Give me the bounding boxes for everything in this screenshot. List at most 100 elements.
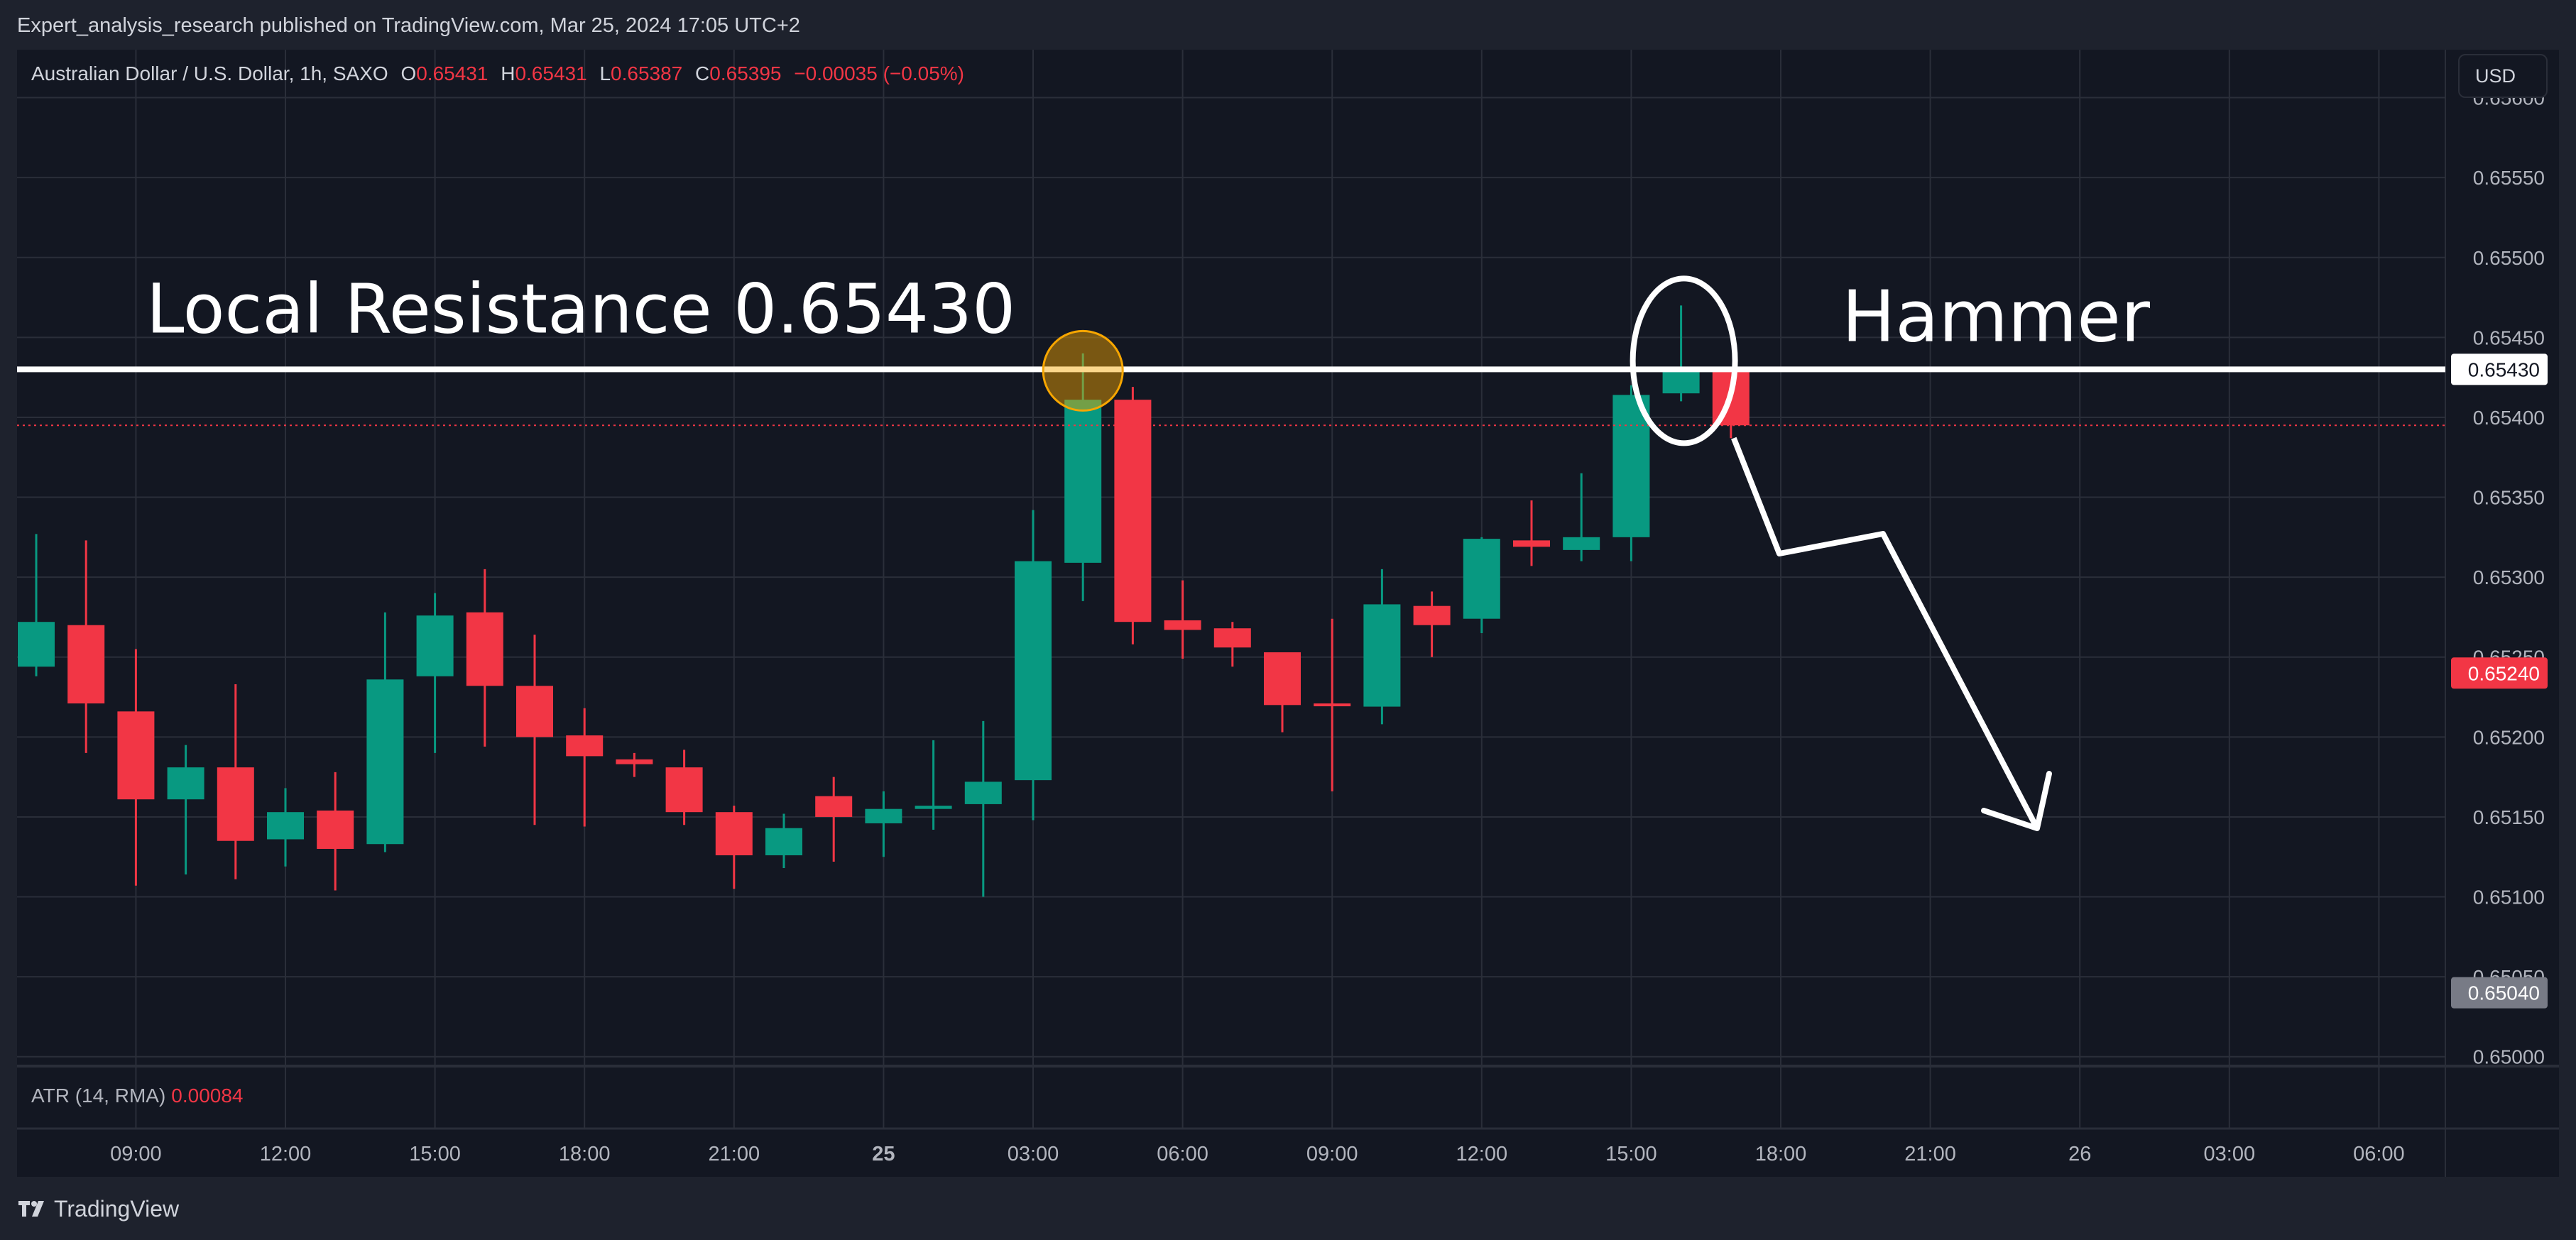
- candle: [1264, 652, 1301, 733]
- price-label-bg: [2451, 977, 2548, 1009]
- y-tick-label: 0.65550: [2473, 167, 2545, 189]
- candle-body: [815, 796, 853, 817]
- open-value: 0.65431: [416, 62, 489, 84]
- candle: [566, 708, 604, 827]
- publish-header: Expert_analysis_research published on Tr…: [0, 0, 2576, 50]
- candle-body: [964, 781, 1002, 804]
- x-tick-label: 09:00: [1306, 1143, 1358, 1165]
- candle-body: [1413, 605, 1451, 625]
- candle-body: [416, 615, 454, 676]
- footer: TradingView: [0, 1177, 2576, 1240]
- hammer-text: Hammer: [1842, 275, 2151, 358]
- candle: [466, 569, 503, 747]
- tradingview-logo-icon: [18, 1201, 44, 1217]
- y-tick-label: 0.65000: [2473, 1046, 2545, 1068]
- candle: [865, 791, 902, 857]
- x-tick-label: 06:00: [1157, 1143, 1208, 1165]
- change-value: −0.00035 (−0.05%): [794, 62, 965, 84]
- chart-panel[interactable]: Local Resistance 0.65430 Hammer 0.65000 0.…: [17, 50, 2559, 1177]
- hammer-ellipse: [1630, 275, 1738, 446]
- candle-body: [317, 810, 354, 849]
- atr-value: 0.00084: [171, 1085, 244, 1107]
- close-label: C: [695, 62, 710, 84]
- candle: [416, 593, 454, 753]
- publisher-line: Expert_analysis_research published on Tr…: [17, 14, 800, 37]
- candle-body: [1164, 620, 1201, 630]
- y-tick-label: 0.65450: [2473, 327, 2545, 349]
- candle: [1213, 622, 1251, 667]
- candle-body: [616, 759, 653, 764]
- candle-body: [366, 679, 404, 845]
- candles: [18, 305, 1750, 897]
- chart-canvas[interactable]: Local Resistance 0.65430 Hammer 0.65000 0.…: [17, 50, 2559, 1177]
- candle-body: [1264, 652, 1301, 706]
- candle: [616, 752, 653, 777]
- brand-name: TradingView: [54, 1195, 180, 1222]
- x-tick-label: 21:00: [709, 1143, 760, 1165]
- candle: [18, 534, 55, 676]
- open-label: O: [400, 62, 417, 84]
- candle-body: [217, 767, 254, 841]
- atr-legend: ATR (14, RMA) 0.00084: [31, 1085, 244, 1107]
- x-tick-label: 03:00: [1008, 1143, 1059, 1165]
- price-label-bg: [2451, 657, 2548, 689]
- candle-body: [516, 686, 553, 737]
- candle: [1314, 618, 1351, 791]
- candle-body: [1662, 369, 1700, 394]
- candle-body: [67, 625, 105, 704]
- candle-body: [167, 767, 204, 800]
- x-tick-label: 26: [2068, 1143, 2091, 1165]
- candle: [815, 777, 853, 862]
- symbol-name[interactable]: Australian Dollar / U.S. Dollar, 1h, SAX…: [31, 62, 388, 84]
- y-tick-label: 0.65300: [2473, 566, 2545, 588]
- price-label: 0.65040: [2468, 982, 2540, 1004]
- candle: [1563, 473, 1600, 561]
- price-label-bg: [2451, 353, 2548, 385]
- candle: [67, 540, 105, 753]
- candle-body: [1015, 561, 1052, 781]
- candle: [516, 635, 553, 825]
- candle: [117, 649, 155, 886]
- candle-body: [1314, 703, 1351, 707]
- low-label: L: [599, 62, 611, 84]
- y-tick-label: 0.65200: [2473, 726, 2545, 748]
- candle: [715, 806, 753, 889]
- x-tick-label: 21:00: [1904, 1143, 1956, 1165]
- candle-body: [1513, 540, 1550, 547]
- candle: [1513, 500, 1550, 566]
- y-tick-label: 0.65400: [2473, 407, 2545, 429]
- candle-body: [566, 735, 604, 757]
- currency-button[interactable]: USD: [2458, 54, 2548, 98]
- candle-body: [1363, 604, 1401, 707]
- candle-body: [865, 808, 902, 823]
- close-value: 0.65395: [709, 62, 782, 84]
- symbol-legend: Australian Dollar / U.S. Dollar, 1h, SAX…: [31, 62, 964, 85]
- drawings: Local Resistance 0.65430 Hammer: [17, 269, 2445, 831]
- candle: [1363, 569, 1401, 725]
- candle: [1064, 353, 1102, 601]
- x-tick-label: 18:00: [1755, 1143, 1807, 1165]
- candle-body: [1213, 628, 1251, 648]
- x-tick-label: 09:00: [110, 1143, 162, 1165]
- tradingview-logo[interactable]: TradingView: [17, 1192, 179, 1225]
- low-value: 0.65387: [611, 62, 683, 84]
- x-tick-label: 12:00: [260, 1143, 312, 1165]
- x-tick-label: 03:00: [2204, 1143, 2256, 1165]
- projection-arrow: [1731, 437, 2040, 830]
- candle-body: [1563, 537, 1600, 550]
- candle: [366, 612, 404, 852]
- x-tick-label: 15:00: [1605, 1143, 1657, 1165]
- atr-label[interactable]: ATR (14, RMA): [31, 1085, 166, 1107]
- high-label: H: [501, 62, 515, 84]
- y-tick-label: 0.65500: [2473, 247, 2545, 269]
- candle-body: [715, 812, 753, 855]
- candle-body: [117, 711, 155, 800]
- high-value: 0.65431: [515, 62, 587, 84]
- candle: [964, 720, 1002, 897]
- candle: [1463, 537, 1500, 633]
- candle-body: [18, 622, 55, 667]
- x-tick-label: 25: [872, 1143, 895, 1165]
- x-tick-label: 18:00: [559, 1143, 611, 1165]
- grid: [17, 50, 2559, 1177]
- candle-body: [1612, 395, 1650, 537]
